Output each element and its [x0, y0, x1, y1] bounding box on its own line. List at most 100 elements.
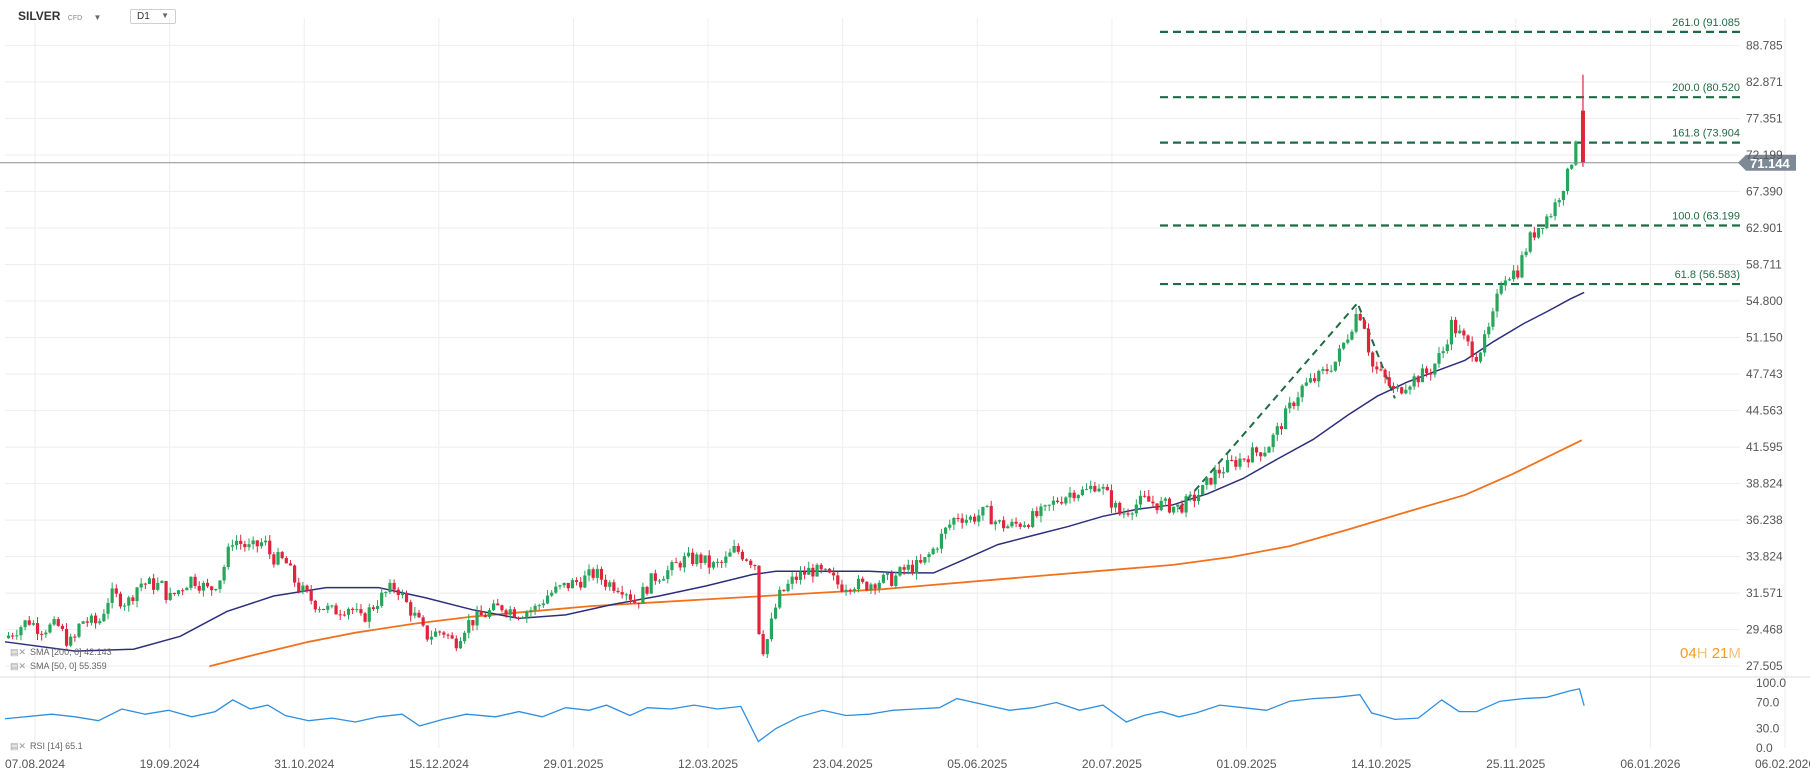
- candle-body: [653, 573, 657, 581]
- candle-body: [367, 607, 371, 622]
- candle-body: [156, 582, 160, 590]
- y-axis: 27.505 29.468 31.571 33.824 36.238 38.824 41.5…: [1746, 38, 1783, 673]
- candle-body: [761, 633, 765, 655]
- candle-body: [1483, 334, 1487, 353]
- fib-level-label: 100.0 (63.199: [1672, 210, 1740, 222]
- candle-body: [973, 516, 977, 522]
- candle-body: [251, 540, 255, 545]
- candle-body: [118, 593, 123, 607]
- candle-body: [1329, 370, 1333, 372]
- candle-body: [1055, 500, 1060, 503]
- candle-body: [1209, 477, 1213, 485]
- candle-body: [1346, 339, 1350, 343]
- legend-settings-icon[interactable]: ▤✕: [10, 741, 27, 751]
- candle-body: [288, 563, 293, 566]
- legend-settings-icon[interactable]: ▤✕: [10, 647, 27, 657]
- sma200-legend[interactable]: ▤✕ SMA [200, 0] 42.143: [10, 647, 112, 658]
- candle-body: [1541, 227, 1545, 229]
- candle-body: [521, 617, 525, 619]
- candle-body: [645, 586, 649, 594]
- candle-body: [699, 554, 703, 563]
- candle-body: [865, 581, 869, 591]
- candle-body: [670, 562, 674, 571]
- candle-body: [421, 617, 425, 626]
- candle-body: [956, 518, 960, 520]
- x-tick-label: 01.09.2025: [1217, 757, 1277, 771]
- candle-body: [765, 639, 769, 655]
- candle-body: [1524, 251, 1528, 256]
- symbol-selector[interactable]: SILVER CFD ▼: [18, 9, 101, 23]
- candle-body: [1545, 216, 1549, 228]
- candle-body: [807, 567, 811, 575]
- candle-body: [1035, 511, 1039, 517]
- candle-body: [1429, 373, 1433, 375]
- countdown-minutes: 21: [1711, 645, 1729, 662]
- candle-body: [355, 609, 359, 611]
- candle-body: [977, 515, 981, 522]
- timeframe-dropdown-icon[interactable]: ▼: [161, 11, 169, 20]
- candle-body: [313, 600, 317, 610]
- candle-body: [1126, 513, 1130, 515]
- candle-body: [633, 599, 637, 603]
- countdown-minutes-unit: M: [1728, 645, 1741, 662]
- candle-body: [516, 617, 521, 619]
- candle-body: [326, 605, 330, 610]
- candle-body: [910, 564, 915, 574]
- candle-body: [919, 560, 923, 563]
- candle-body: [1495, 293, 1499, 312]
- sma50-legend[interactable]: ▤✕ SMA [50, 0] 55.359: [10, 661, 107, 672]
- candle-body: [550, 592, 554, 596]
- candle-body: [1462, 330, 1466, 336]
- candle-body: [1557, 200, 1561, 203]
- y-tick-label: 72.199: [1746, 148, 1783, 162]
- candle-body: [446, 634, 450, 636]
- candle-body: [1051, 500, 1055, 505]
- candle-body: [558, 585, 562, 587]
- candle-body: [152, 578, 156, 590]
- x-tick-label: 31.10.2024: [274, 757, 334, 771]
- symbol-dropdown-icon[interactable]: ▼: [93, 13, 102, 22]
- last-candle-body: [1580, 110, 1585, 163]
- candle-body: [1507, 279, 1512, 281]
- candle-body: [927, 554, 931, 558]
- candle-body: [334, 605, 338, 615]
- candle-body: [1018, 523, 1022, 527]
- timeframe-selector[interactable]: D1 ▼: [130, 9, 176, 24]
- rsi-legend[interactable]: ▤✕ RSI [14] 65.1: [10, 741, 83, 752]
- candle-body: [587, 569, 591, 576]
- candle-body: [1520, 255, 1524, 278]
- y-tick-label: 82.871: [1746, 75, 1783, 89]
- candle-body: [442, 632, 446, 635]
- candle-body: [657, 580, 662, 582]
- candle-body: [1010, 521, 1014, 527]
- candle-body: [139, 583, 143, 588]
- fib-level-label: 61.8 (56.583): [1675, 269, 1740, 281]
- candle-body: [1093, 485, 1097, 492]
- candle-body: [338, 614, 342, 616]
- candle-body: [135, 587, 139, 602]
- candle-body: [293, 565, 297, 583]
- y-tick-label: 29.468: [1746, 623, 1783, 637]
- candle-body: [297, 582, 301, 592]
- candle-body: [662, 579, 666, 581]
- candle-body: [960, 518, 964, 523]
- fib-level-label: 161.8 (73.904: [1672, 128, 1740, 140]
- candle-body: [624, 594, 628, 596]
- candle-body: [102, 613, 106, 622]
- x-tick-label: 29.01.2025: [543, 757, 603, 771]
- legend-settings-icon[interactable]: ▤✕: [10, 661, 27, 671]
- candle-body: [1022, 525, 1026, 527]
- candle-body: [1068, 492, 1072, 498]
- candle-body: [512, 609, 516, 618]
- candle-body: [1424, 368, 1429, 374]
- candle-body: [1221, 472, 1225, 474]
- candle-body: [1064, 497, 1068, 504]
- candle-body: [844, 589, 848, 592]
- candle-body: [790, 576, 794, 584]
- candle-body: [1470, 341, 1474, 358]
- candle-body: [1234, 460, 1238, 467]
- candle-body: [433, 631, 438, 637]
- y-tick-label: 31.571: [1746, 586, 1783, 600]
- candle-body: [1561, 190, 1566, 201]
- candle-body: [181, 590, 185, 592]
